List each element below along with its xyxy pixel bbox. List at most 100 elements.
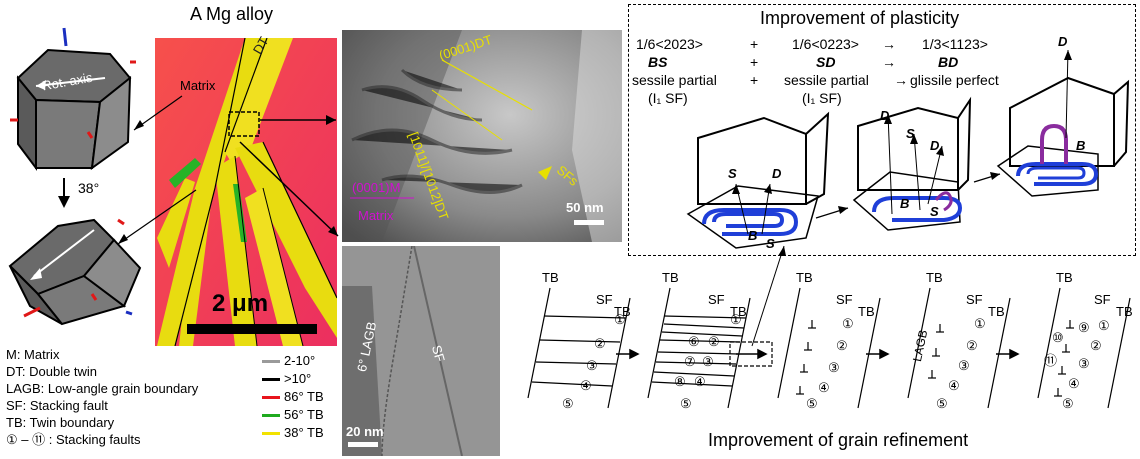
cell2-b-label: B (900, 196, 910, 211)
sf-label: SF (596, 292, 613, 307)
tb-label: TB (1056, 270, 1073, 285)
tem-bottom-scale-label: 20 nm (346, 424, 384, 439)
tem-image-top (342, 30, 622, 242)
tem-image-bottom (342, 246, 500, 456)
sf-number: ③ (1078, 356, 1090, 371)
eq-plus: + (750, 72, 759, 88)
eq-term: 1/6<0223> (792, 36, 859, 52)
eq-arrow: → (894, 72, 908, 88)
legend-row: >10° (262, 370, 324, 388)
legend-row: 56° TB (262, 406, 324, 424)
sf-number: ④ (818, 380, 830, 395)
sf-number: ① (842, 316, 854, 331)
legend-sf: SF: Stacking fault (6, 398, 108, 413)
sf-number: ④ (694, 374, 706, 389)
sf-number: ⑤ (1062, 396, 1074, 411)
eq-term: BS (648, 54, 668, 70)
legend-m: M: Matrix (6, 347, 60, 362)
sf-label: SF (966, 292, 983, 307)
sf-number: ⑧ (674, 374, 686, 389)
cell3-b-label: B (1076, 138, 1086, 153)
hex-prism-top (10, 27, 136, 171)
sf-number: ③ (958, 358, 970, 373)
cell1-s-label: S (728, 166, 737, 181)
cell1-d-label: D (772, 166, 782, 181)
sf-number: ③ (586, 358, 598, 373)
sf-label: SF (1094, 292, 1111, 307)
eq-plus: + (750, 54, 759, 70)
cell-2 (852, 96, 972, 231)
tb-label: TB (662, 270, 679, 285)
sf-number: ⑤ (806, 396, 818, 411)
ebsd-scale-label: 2 μm (212, 290, 269, 317)
legend-lagb: LAGB: Low-angle grain boundary (6, 381, 199, 396)
sf-number: ② (836, 338, 848, 353)
legend-row: 2-10° (262, 352, 324, 370)
plasticity-title: Improvement of plasticity (760, 8, 960, 28)
sf-number: ① (1098, 318, 1110, 333)
cell-1 (686, 111, 830, 249)
plane-m-label: (0001)M (352, 180, 401, 195)
sf-number: ③ (702, 354, 714, 369)
eq-term: (I₁ SF) (802, 90, 842, 106)
plasticity-box (628, 4, 1136, 256)
sf-number: ④ (580, 378, 592, 393)
sf-number: ② (594, 336, 606, 351)
sf-number: ⑩ (1052, 330, 1064, 345)
eq-term: BD (938, 54, 959, 70)
legend-row: 38° TB (262, 424, 324, 442)
sf-number: ⑥ (688, 334, 700, 349)
sf-number: ① (614, 312, 626, 327)
cell-3 (996, 49, 1130, 197)
sf-number: ⑤ (936, 396, 948, 411)
sf-number: ① (730, 312, 742, 327)
tb-label: TB (542, 270, 559, 285)
cell2-s-label: S (906, 126, 915, 141)
reaction-equation: 1/6<2023> + 1/6<0223> → 1/3<1123> BS + S… (632, 32, 1032, 122)
sf-label: SF (836, 292, 853, 307)
boundary-legend: 2-10° >10° 86° TB 56° TB 38° TB (262, 352, 324, 442)
sf-number: ③ (828, 360, 840, 375)
eq-arrow: → (882, 36, 896, 52)
eq-term: sessile partial (632, 72, 717, 88)
abbreviation-legend: M: Matrix DT: Double twin LAGB: Low-angl… (6, 346, 198, 448)
matrix-label-tem: Matrix (358, 208, 394, 223)
legend-stacking-faults: ① – ⑪ : Stacking faults (6, 432, 141, 447)
tem-top-scale-label: 50 nm (566, 200, 604, 215)
sf-number: ① (974, 316, 986, 331)
cell3-d-label: D (1058, 34, 1068, 49)
eq-term: sessile partial (784, 72, 869, 88)
hex-prism-bottom (8, 218, 142, 326)
eq-term: 1/6<2023> (636, 36, 703, 52)
cell2-s2-label: S (930, 204, 939, 219)
sf-number: ⑤ (680, 396, 692, 411)
sf-number: ⑨ (1078, 320, 1090, 335)
sf-number: ⑪ (1044, 353, 1058, 368)
sf-number: ② (708, 334, 720, 349)
legend-dt: DT: Double twin (6, 364, 98, 379)
cell2-d-label: D (880, 108, 890, 123)
eq-term: (I₁ SF) (648, 90, 688, 106)
sf-label: SF (708, 292, 725, 307)
sf-number: ⑦ (684, 354, 696, 369)
tb-label: TB (858, 304, 875, 319)
legend-row: 86° TB (262, 388, 324, 406)
eq-arrow: → (882, 54, 896, 70)
cell1-s2-label: S (766, 236, 775, 251)
tb-label: TB (988, 304, 1005, 319)
crystal-prisms (8, 27, 142, 326)
sf-number: ② (966, 338, 978, 353)
sf-number: ④ (948, 378, 960, 393)
sf-number: ⑤ (562, 396, 574, 411)
matrix-label-ebsd: Matrix (180, 78, 216, 93)
cell1-b-label: B (748, 228, 758, 243)
dislocation-schematics (686, 49, 1130, 249)
cell2-d2-label: D (930, 138, 940, 153)
eq-plus: + (750, 36, 759, 52)
ebsd-map (155, 38, 337, 346)
eq-term: 1/3<1123> (922, 36, 988, 52)
eq-term: SD (816, 54, 836, 70)
refinement-title: Improvement of grain refinement (708, 430, 969, 450)
refinement-schematics (527, 287, 1131, 409)
sf-number: ② (1090, 338, 1102, 353)
